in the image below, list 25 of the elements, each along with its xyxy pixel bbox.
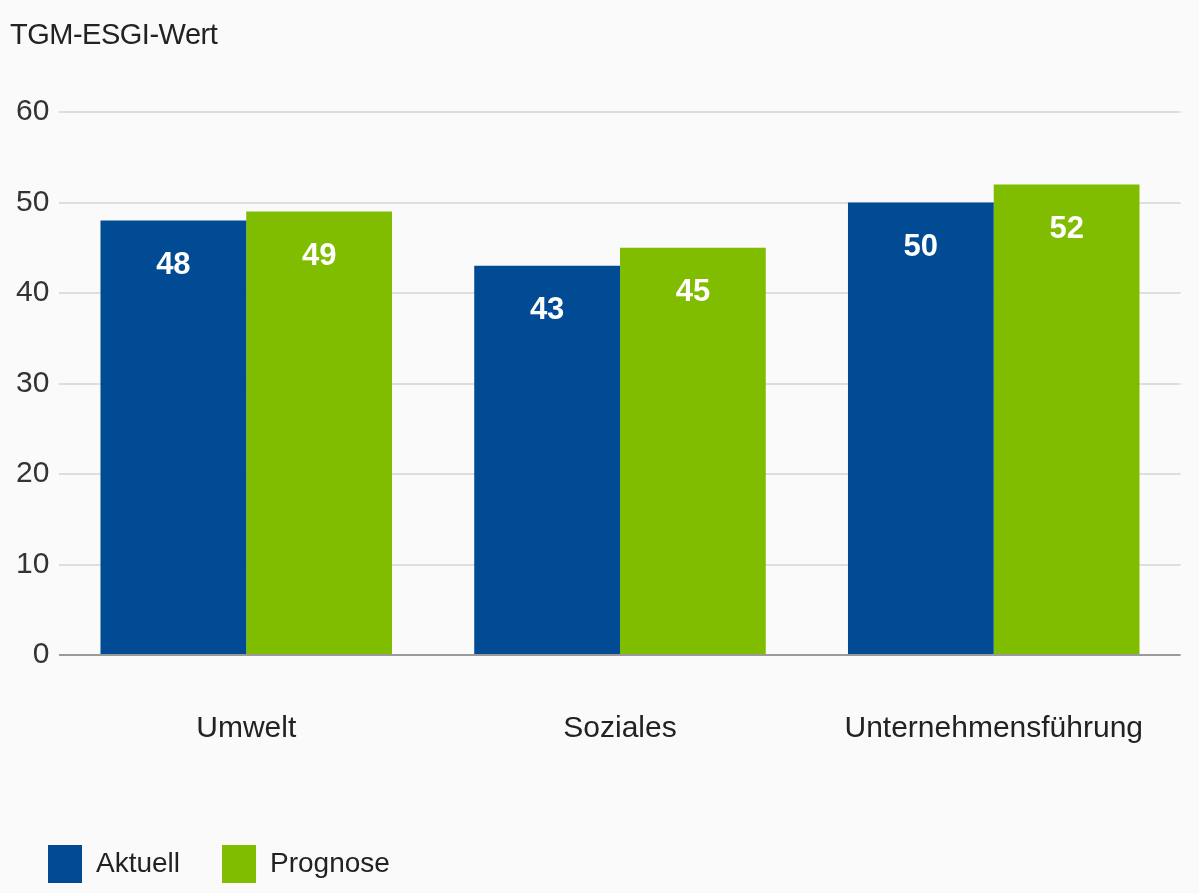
data-label: 52 xyxy=(1049,209,1084,245)
data-label: 48 xyxy=(156,246,191,282)
bar xyxy=(619,247,766,654)
y-tick-label: 20 xyxy=(15,455,50,489)
data-label: 50 xyxy=(903,228,939,264)
y-tick-label: 0 xyxy=(32,636,50,670)
y-axis-title: TGM-ESGI-Wert xyxy=(10,18,218,51)
legend-label: Prognose xyxy=(270,846,390,878)
x-tick-label: Unternehmensführung xyxy=(844,710,1144,744)
bar xyxy=(474,265,620,654)
y-tick-label: 50 xyxy=(15,183,50,217)
bar xyxy=(847,202,994,654)
bar xyxy=(993,184,1140,654)
y-tick-label: 40 xyxy=(15,274,50,308)
data-label: 45 xyxy=(675,273,711,309)
data-label: 43 xyxy=(529,291,565,327)
legend-label: Aktuell xyxy=(96,846,181,878)
y-tick-label: 60 xyxy=(15,93,50,127)
bar xyxy=(246,211,393,654)
y-tick-label: 30 xyxy=(15,364,50,398)
x-tick-label: Umwelt xyxy=(196,710,297,744)
bar xyxy=(100,220,247,654)
data-label: 49 xyxy=(301,237,337,273)
y-tick-label: 10 xyxy=(15,545,50,579)
x-tick-label: Soziales xyxy=(563,710,677,744)
